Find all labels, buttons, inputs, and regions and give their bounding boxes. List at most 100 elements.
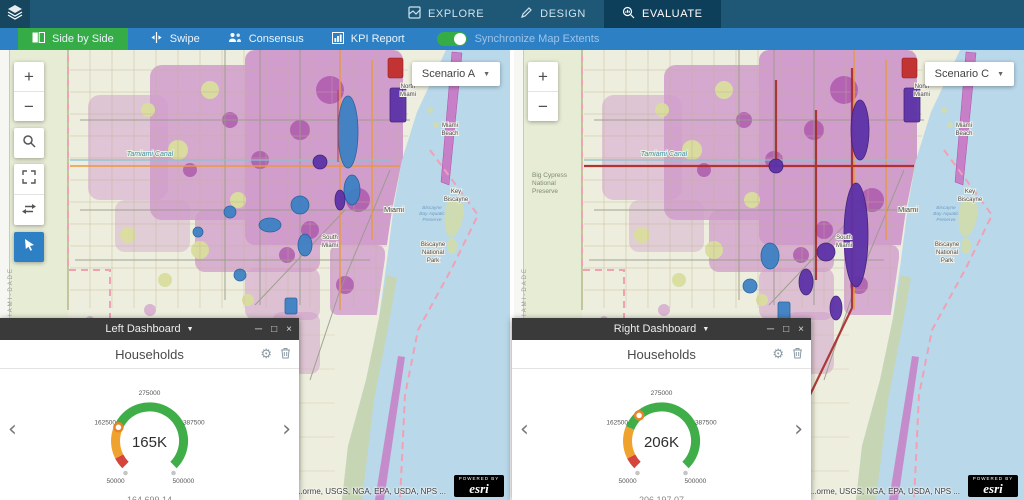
trash-icon[interactable] [792, 347, 803, 362]
map-label-key-biscayne: Biscayne [444, 197, 469, 203]
map-label-aquatic-preserve: Preserve [422, 217, 442, 223]
map-label-big-cypress: Preserve [532, 188, 558, 195]
minimize-icon[interactable]: ─ [767, 323, 775, 335]
chevron-down-icon[interactable]: ▼ [186, 325, 194, 333]
gauge-value-label: 165K [132, 434, 167, 451]
layers-menu-button[interactable] [0, 0, 30, 28]
search-tool-button[interactable] [14, 128, 44, 158]
map-label-north-miami: Miami [914, 92, 930, 98]
scenario-dropdown-left[interactable]: Scenario A ▼ [411, 62, 500, 86]
pointer-icon [23, 238, 36, 256]
gauge-tick-label: 50000 [619, 478, 637, 485]
gauge-exact-value: 164,699.14 [126, 495, 173, 500]
gear-icon[interactable]: ⚙ [260, 346, 272, 361]
map-label-aquatic-preserve: Biscayne [936, 205, 956, 211]
close-icon[interactable]: × [286, 323, 292, 335]
gauge-tick-label: 500000 [685, 478, 707, 485]
trash-icon[interactable] [280, 347, 291, 362]
zoom-in-button[interactable]: + [538, 66, 548, 86]
gauge-tick-label: 162500 [94, 420, 116, 427]
swipe-icon [150, 32, 163, 46]
gauge-tick-label: 50000 [107, 478, 125, 485]
esri-logo-left: POWERED BY esri [454, 475, 504, 497]
map-label-biscayne-np: National [936, 250, 958, 256]
households-gauge: 50000 162500 275000 387500 500000 206K [512, 375, 811, 493]
carousel-next-button[interactable]: › [282, 417, 291, 442]
map-label-south-miami: South [322, 235, 338, 241]
map-label-county: MIAMI-DADE [522, 267, 528, 323]
swap-arrows-icon [22, 201, 36, 219]
consensus-button[interactable]: Consensus [214, 28, 318, 50]
evaluate-magnifier-icon [622, 6, 635, 22]
map-label-north-miami: North [401, 84, 416, 90]
pencil-icon [520, 6, 533, 22]
map-label-county: MIAMI-DADE [8, 267, 14, 323]
kpi-report-button[interactable]: KPI Report [318, 28, 419, 50]
side-by-side-button[interactable]: Side by Side [18, 28, 128, 50]
sync-extents-toggle[interactable] [436, 32, 467, 46]
tab-explore[interactable]: EXPLORE [390, 0, 502, 28]
chevron-down-icon[interactable]: ▼ [702, 325, 710, 333]
chevron-down-icon: ▼ [997, 70, 1004, 78]
tab-design-label: DESIGN [540, 8, 586, 20]
search-icon [22, 134, 36, 153]
minimize-icon[interactable]: ─ [255, 323, 263, 335]
close-icon[interactable]: × [798, 323, 804, 335]
map-nav-tools [14, 164, 44, 225]
zoom-in-button[interactable]: + [24, 66, 34, 86]
map-label-miami: Miami [898, 205, 918, 214]
top-nav-bar: EXPLORE DESIGN EVALUATE [0, 0, 1024, 28]
swipe-label: Swipe [169, 33, 200, 45]
zoom-out-button[interactable]: − [528, 91, 558, 121]
tab-evaluate[interactable]: EVALUATE [603, 0, 721, 28]
left-dashboard-title: Left Dashboard [105, 323, 181, 335]
widget-header: Households ⚙ [0, 340, 299, 369]
map-label-aquatic-preserve: Bay Aquatic [419, 211, 445, 217]
swap-maps-button[interactable] [14, 194, 44, 225]
maximize-icon[interactable]: □ [271, 323, 278, 335]
zoom-control-right: + − [528, 62, 558, 121]
gauge-widget: 50000 162500 275000 387500 500000 165K ‹ › [0, 375, 299, 500]
left-dashboard-titlebar[interactable]: Left Dashboard ▼ ─ □ × [0, 318, 299, 340]
map-label-miami-beach: Beach [441, 131, 458, 137]
layers-icon [7, 4, 23, 25]
swipe-button[interactable]: Swipe [136, 28, 214, 50]
scenario-label-right: Scenario C [934, 68, 990, 80]
fullscreen-button[interactable] [14, 164, 44, 194]
zoom-control-left: + − [14, 62, 44, 121]
window-controls: ─ □ × [767, 318, 804, 340]
bar-chart-icon [331, 31, 344, 47]
maximize-icon[interactable]: □ [783, 323, 790, 335]
powered-by-text: POWERED BY [972, 475, 1014, 481]
map-label-aquatic-preserve: Preserve [936, 217, 956, 223]
map-label-biscayne-np: Park [941, 258, 954, 264]
powered-by-text: POWERED BY [458, 475, 500, 481]
zoom-out-button[interactable]: − [14, 91, 44, 121]
fullscreen-icon [22, 169, 36, 189]
scenario-dropdown-right[interactable]: Scenario C ▼ [924, 62, 1014, 86]
map-label-miami: Miami [384, 205, 404, 214]
map-label-south-miami: Miami [836, 243, 852, 249]
map-label-biscayne-np: Biscayne [935, 242, 960, 248]
gauge-widget: 50000 162500 275000 387500 500000 206K ‹ › [512, 375, 811, 500]
tab-evaluate-label: EVALUATE [641, 8, 703, 20]
carousel-prev-button[interactable]: ‹ [520, 417, 529, 442]
tab-design[interactable]: DESIGN [502, 0, 604, 28]
side-by-side-label: Side by Side [52, 33, 114, 45]
gear-icon[interactable]: ⚙ [772, 346, 784, 361]
map-label-biscayne-np: National [422, 250, 444, 256]
map-label-key-biscayne: Key [451, 189, 461, 195]
carousel-next-button[interactable]: › [794, 417, 803, 442]
gauge-exact-value: 206,197.07 [638, 495, 685, 500]
right-dashboard-titlebar[interactable]: Right Dashboard ▼ ─ □ × [512, 318, 811, 340]
map-label-south-miami: South [836, 235, 852, 241]
esri-brand-text: esri [469, 481, 489, 497]
gauge-tick-label: 275000 [651, 390, 673, 397]
active-select-tool-button[interactable] [14, 232, 44, 262]
map-label-aquatic-preserve: Biscayne [422, 205, 442, 211]
toggle-knob [453, 33, 466, 45]
carousel-prev-button[interactable]: ‹ [8, 417, 17, 442]
gauge-tick-label: 500000 [173, 478, 195, 485]
map-label-miami-beach: Miami [442, 123, 458, 129]
